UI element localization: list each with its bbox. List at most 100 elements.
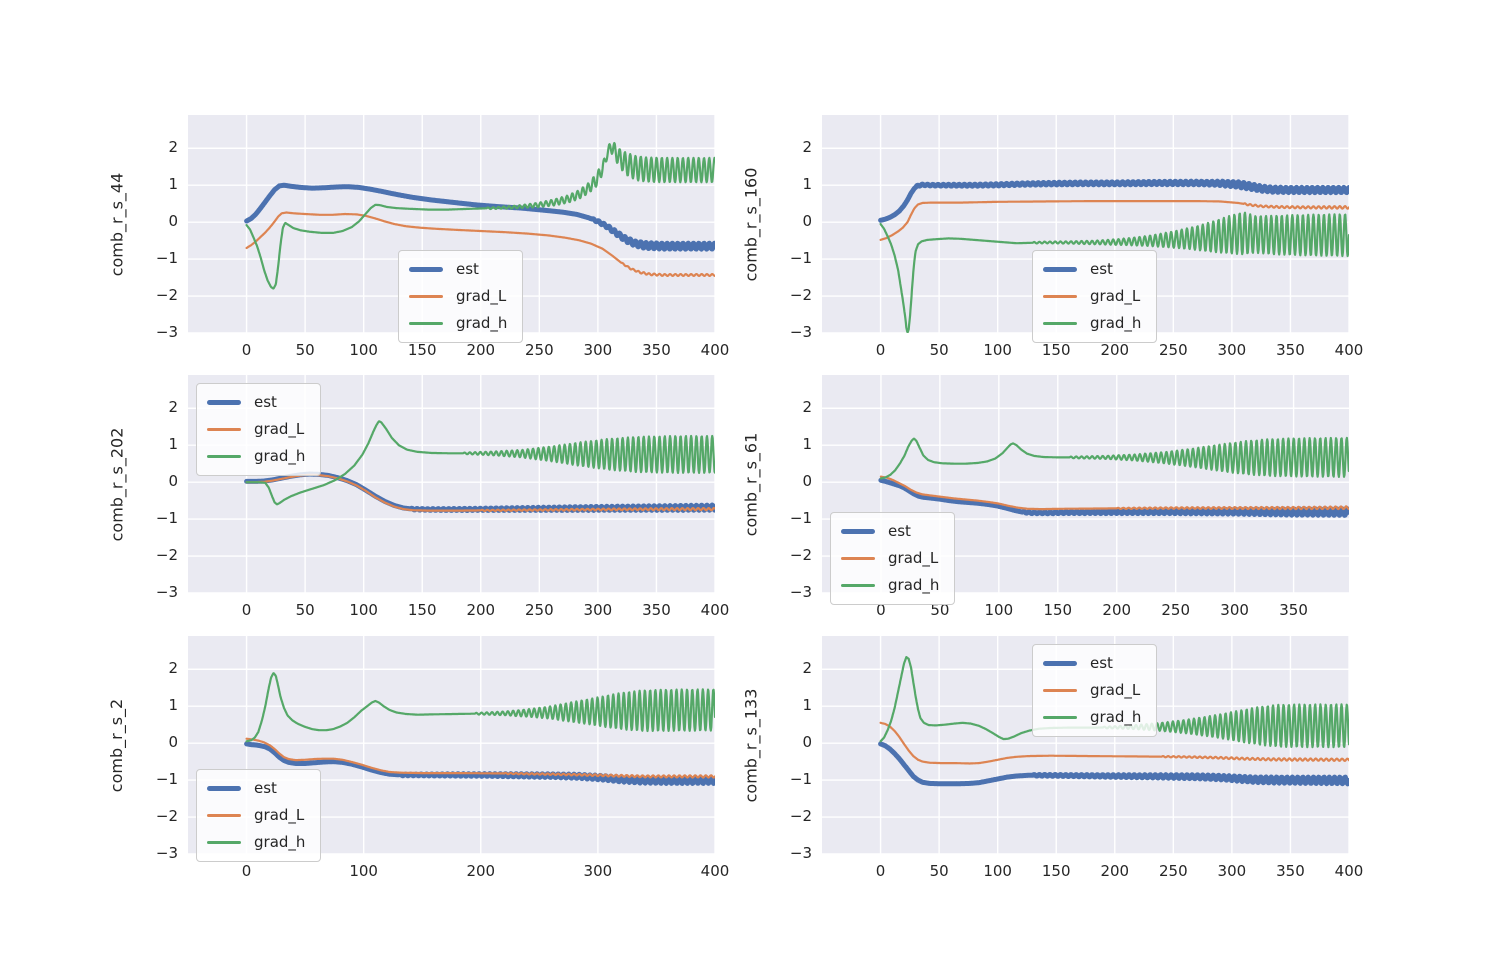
y-tick-label: −2 <box>789 286 812 305</box>
plot-area <box>188 636 715 854</box>
y-tick-label: 1 <box>802 175 812 194</box>
y-tick-label: −1 <box>789 509 812 528</box>
y-tick-label: −2 <box>155 286 178 305</box>
legend-label-est: est <box>456 260 479 278</box>
legend-entry-grad_h: grad_h <box>1043 312 1141 335</box>
x-tick-label: 350 <box>642 601 671 619</box>
legend-label-grad_L: grad_L <box>1090 287 1141 305</box>
x-tick-label: 200 <box>466 341 496 359</box>
x-tick-label: 150 <box>407 601 437 619</box>
x-tick-label: 100 <box>349 601 378 619</box>
y-tick-label: 1 <box>168 696 178 715</box>
series-grad_h <box>245 420 715 506</box>
y-axis-label: comb_r_s_61 <box>734 375 768 593</box>
legend-label-grad_L: grad_L <box>1090 681 1141 699</box>
y-tick-label: 0 <box>802 472 812 491</box>
legend-entry-grad_L: grad_L <box>207 804 305 827</box>
series-grad_h <box>245 141 715 290</box>
y-axis-label-text: comb_r_s_2 <box>107 698 127 792</box>
y-tick-label: −3 <box>789 323 812 341</box>
legend-line-est <box>1043 661 1077 666</box>
legend-line-est <box>841 529 875 534</box>
legend-line-grad_h <box>1043 322 1077 325</box>
x-tick-label: 100 <box>983 862 1012 880</box>
y-tick-label: −1 <box>155 770 178 789</box>
legend-label-grad_L: grad_L <box>888 549 939 567</box>
x-tick-label: 200 <box>466 862 496 880</box>
x-tick-label: 350 <box>642 341 671 359</box>
y-tick-label: −1 <box>789 770 812 789</box>
y-tick-label: −1 <box>789 249 812 268</box>
y-axis-label: comb_r_s_133 <box>734 636 768 854</box>
x-tick-label: 250 <box>525 601 554 619</box>
legend-entry-grad_h: grad_h <box>841 574 939 597</box>
y-tick-label: 2 <box>168 659 178 678</box>
x-tick-label: 100 <box>349 341 378 359</box>
y-tick-label: 2 <box>802 659 812 678</box>
x-tick-label: 300 <box>583 341 613 359</box>
legend-label-grad_L: grad_L <box>456 287 507 305</box>
x-tick-label: 150 <box>1041 341 1071 359</box>
x-tick-label: 150 <box>1041 862 1071 880</box>
y-tick-label: 0 <box>168 733 178 752</box>
series-grad_L <box>879 475 1349 511</box>
y-axis-label-text: comb_r_s_160 <box>741 167 761 281</box>
legend-line-grad_L <box>207 428 241 431</box>
legend-label-est: est <box>254 393 277 411</box>
x-tick-label: 400 <box>1334 341 1364 359</box>
series-est <box>878 178 1349 223</box>
series-grad_h <box>245 672 715 743</box>
x-tick-label: 350 <box>1276 341 1305 359</box>
x-tick-label: 150 <box>407 341 437 359</box>
legend-label-est: est <box>254 779 277 797</box>
y-tick-label: 1 <box>802 435 812 454</box>
legend: est grad_L grad_h <box>196 769 322 862</box>
legend: est grad_L grad_h <box>398 250 524 343</box>
legend-entry-est: est <box>1043 258 1141 281</box>
x-tick-label: 200 <box>1100 862 1130 880</box>
y-tick-label: 2 <box>168 398 178 417</box>
y-axis-label: comb_r_s_202 <box>100 375 134 593</box>
legend-line-grad_L <box>841 557 875 560</box>
x-tick-label: 300 <box>1217 341 1247 359</box>
x-tick-label: 100 <box>984 601 1014 619</box>
x-tick-label: 50 <box>295 601 315 619</box>
legend-entry-est: est <box>841 520 939 543</box>
legend-line-grad_h <box>409 322 443 325</box>
x-tick-label: 150 <box>1043 601 1073 619</box>
x-tick-label: 250 <box>1159 341 1188 359</box>
subplot-comb_r_s_133: 0 50 100 150 200 250 300 350 400 2 1 0 −1 −2 −3 comb_r_… <box>742 636 1363 879</box>
series-grad_L <box>245 473 715 512</box>
legend-entry-grad_h: grad_h <box>409 312 507 335</box>
series-est <box>878 477 1349 518</box>
x-tick-label: 300 <box>1217 862 1247 880</box>
legend-line-est <box>1043 267 1077 272</box>
legend-label-grad_h: grad_h <box>888 576 940 594</box>
legend-label-est: est <box>888 522 911 540</box>
y-tick-label: 1 <box>802 696 812 715</box>
y-tick-label: −3 <box>789 844 812 862</box>
legend-line-grad_L <box>1043 689 1077 692</box>
y-tick-label: 0 <box>168 472 178 491</box>
y-tick-label: 2 <box>802 398 812 417</box>
y-tick-label: −2 <box>789 807 812 826</box>
subplot-comb_r_s_202: 0 50 100 150 200 250 300 350 400 2 1 0 −1 −2 −3 comb_r_… <box>108 375 729 618</box>
legend-line-grad_h <box>207 841 241 844</box>
x-tick-label: 400 <box>700 341 730 359</box>
legend-entry-grad_L: grad_L <box>1043 679 1141 702</box>
y-tick-label: −1 <box>155 509 178 528</box>
series-grad_h <box>879 211 1349 333</box>
x-tick-label: 200 <box>1102 601 1132 619</box>
legend-label-grad_L: grad_L <box>254 420 305 438</box>
legend-line-est <box>207 786 241 791</box>
legend-label-grad_h: grad_h <box>254 447 306 465</box>
x-tick-label: 400 <box>700 862 730 880</box>
legend: est grad_L grad_h <box>1032 644 1158 737</box>
y-tick-label: 0 <box>168 212 178 231</box>
series-grad_h <box>879 436 1349 480</box>
x-tick-label: 400 <box>700 601 730 619</box>
plot-area <box>822 115 1349 333</box>
y-axis-label-text: comb_r_s_133 <box>741 688 761 802</box>
legend-label-grad_L: grad_L <box>254 806 305 824</box>
x-tick-label: 100 <box>349 862 378 880</box>
